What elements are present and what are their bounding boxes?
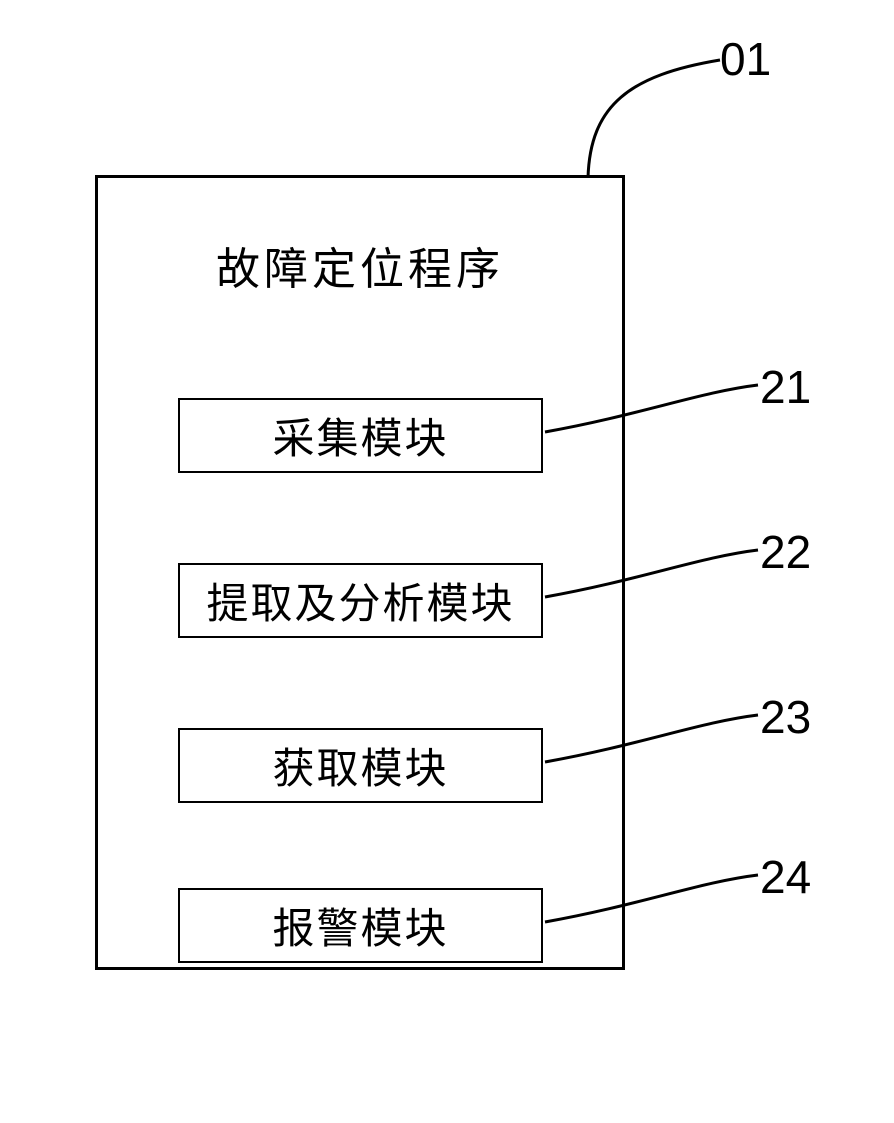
leader-23 — [545, 715, 758, 762]
leader-22 — [545, 550, 758, 597]
leader-01 — [588, 60, 720, 178]
leader-lines — [0, 0, 894, 1123]
leader-24 — [545, 875, 758, 922]
leader-21 — [545, 385, 758, 432]
